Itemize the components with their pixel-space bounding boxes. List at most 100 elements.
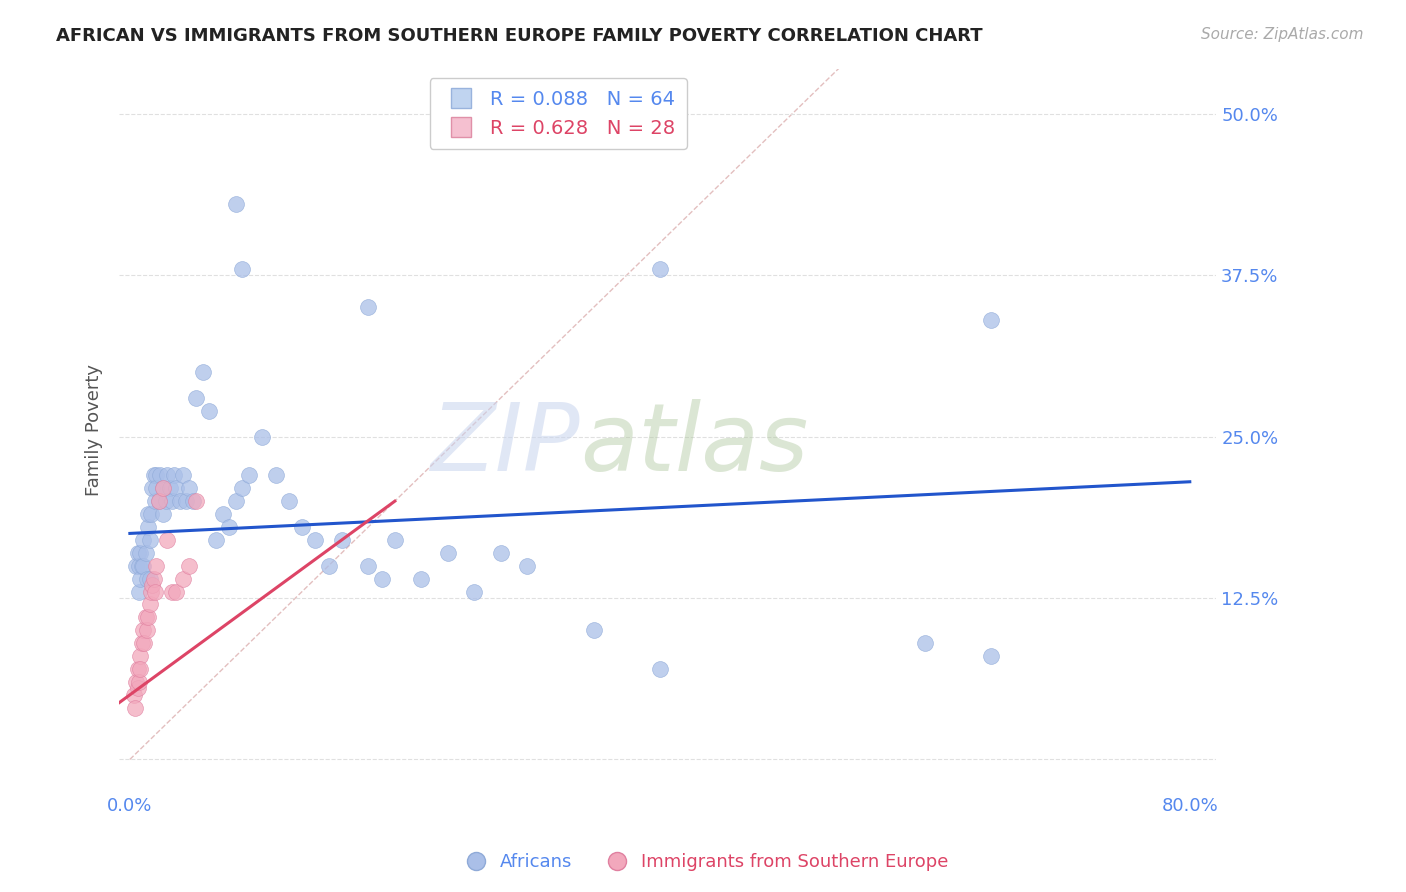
Point [125, 674, 148, 689]
Point [252, 429, 274, 443]
Point [318, 558, 340, 573]
Point [179, 558, 201, 573]
Text: Source: ZipAtlas.com: Source: ZipAtlas.com [1201, 27, 1364, 42]
Point [225, 494, 247, 508]
Point [145, 558, 167, 573]
Point [437, 546, 460, 560]
Point [141, 481, 163, 495]
Point [411, 572, 433, 586]
Point [134, 636, 156, 650]
Point [184, 391, 207, 405]
Point [463, 584, 485, 599]
Point [129, 662, 152, 676]
Point [141, 578, 163, 592]
Point [330, 533, 353, 547]
Point [124, 700, 146, 714]
Point [155, 494, 177, 508]
Point [152, 507, 174, 521]
Point [135, 610, 157, 624]
Point [384, 533, 406, 547]
Point [218, 520, 240, 534]
Point [127, 662, 149, 676]
Point [129, 649, 152, 664]
Point [231, 261, 253, 276]
Point [136, 624, 159, 638]
Point [231, 481, 253, 495]
Point [139, 572, 162, 586]
Y-axis label: Family Poverty: Family Poverty [86, 364, 103, 496]
Point [370, 572, 392, 586]
Point [172, 468, 194, 483]
Point [165, 584, 187, 599]
Point [135, 546, 157, 560]
Point [129, 546, 152, 560]
Point [516, 558, 538, 573]
Point [152, 481, 174, 495]
Point [357, 301, 380, 315]
Point [264, 468, 287, 483]
Point [191, 365, 214, 379]
Point [169, 494, 191, 508]
Point [648, 662, 671, 676]
Point [179, 481, 201, 495]
Point [122, 688, 145, 702]
Point [139, 533, 162, 547]
Point [132, 624, 155, 638]
Point [131, 558, 153, 573]
Point [138, 507, 160, 521]
Point [980, 649, 1002, 664]
Point [162, 584, 184, 599]
Legend: R = 0.088   N = 64, R = 0.628   N = 28: R = 0.088 N = 64, R = 0.628 N = 28 [430, 78, 686, 149]
Text: AFRICAN VS IMMIGRANTS FROM SOUTHERN EUROPE FAMILY POVERTY CORRELATION CHART: AFRICAN VS IMMIGRANTS FROM SOUTHERN EURO… [56, 27, 983, 45]
Point [145, 481, 167, 495]
Point [145, 468, 167, 483]
Point [205, 533, 228, 547]
Point [132, 558, 155, 573]
Point [148, 494, 170, 508]
Point [139, 598, 162, 612]
Point [143, 494, 166, 508]
Point [225, 197, 247, 211]
Point [128, 558, 150, 573]
Point [127, 546, 149, 560]
Point [238, 468, 260, 483]
Point [142, 572, 165, 586]
Point [980, 313, 1002, 327]
Point [139, 584, 162, 599]
Point [211, 507, 233, 521]
Point [291, 520, 314, 534]
Point [159, 481, 181, 495]
Point [143, 584, 166, 599]
Point [648, 261, 671, 276]
Point [914, 636, 936, 650]
Point [131, 636, 153, 650]
Point [129, 572, 152, 586]
Point [149, 468, 172, 483]
Point [152, 481, 174, 495]
Point [489, 546, 512, 560]
Point [162, 468, 184, 483]
Text: ZIP: ZIP [430, 399, 581, 490]
Point [165, 481, 187, 495]
Point [148, 494, 170, 508]
Point [128, 584, 150, 599]
Point [174, 494, 197, 508]
Point [172, 572, 194, 586]
Point [128, 674, 150, 689]
Point [132, 533, 155, 547]
Point [183, 494, 205, 508]
Point [156, 468, 179, 483]
Point [156, 533, 179, 547]
Point [277, 494, 299, 508]
Text: atlas: atlas [581, 399, 808, 490]
Point [139, 507, 162, 521]
Point [125, 558, 148, 573]
Point [138, 520, 160, 534]
Point [304, 533, 326, 547]
Point [162, 494, 184, 508]
Point [184, 494, 207, 508]
Point [136, 572, 159, 586]
Point [127, 681, 149, 696]
Point [138, 610, 160, 624]
Point [198, 403, 221, 417]
